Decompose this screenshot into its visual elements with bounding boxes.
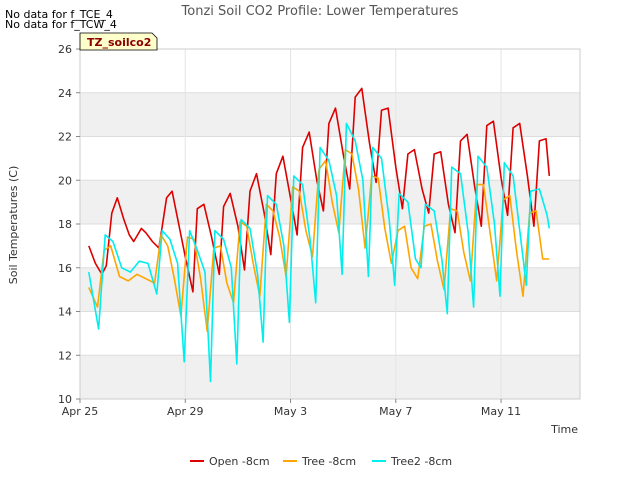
x-tick-label: May 7	[379, 405, 412, 418]
x-tick-label: May 11	[481, 405, 521, 418]
y-axis-label: Soil Temperatures (C)	[7, 166, 20, 285]
x-tick-label: Apr 25	[62, 405, 99, 418]
chart-title: Tonzi Soil CO2 Profile: Lower Temperatur…	[181, 4, 459, 19]
y-tick-label: 22	[58, 131, 72, 144]
series-line-2	[88, 122, 551, 383]
background-band	[80, 355, 580, 399]
y-tick-label: 20	[58, 174, 72, 187]
legend-label: Tree2 -8cm	[390, 455, 452, 468]
legend-label: Tree -8cm	[301, 455, 356, 468]
station-badge: TZ_soilco2	[79, 32, 158, 51]
legend: Open -8cm Tree -8cm Tree2 -8cm	[190, 455, 452, 468]
series-line-1	[88, 148, 550, 332]
x-tick-label: Apr 29	[167, 405, 204, 418]
background-band	[80, 92, 580, 137]
y-tick-label: 18	[58, 218, 72, 231]
badge-label: TZ_soilco2	[87, 36, 151, 49]
x-axis: Apr 25 Apr 29 May 3 May 7 May 11	[62, 399, 521, 418]
no-data-note-tcw: No data for f_TCW_4	[5, 18, 117, 31]
x-tick-label: May 3	[274, 405, 307, 418]
no-data-note-tce: No data for f_TCE_4	[5, 8, 113, 21]
y-axis: 10 12 14 16 18 20 22 24 26	[58, 43, 80, 406]
y-tick-label: 26	[58, 43, 72, 56]
y-tick-label: 24	[58, 87, 72, 100]
y-tick-label: 10	[58, 393, 72, 406]
series-layer	[88, 87, 551, 383]
badge-box	[79, 32, 158, 51]
y-tick-label: 16	[58, 262, 72, 275]
background-bands	[80, 92, 580, 399]
x-axis-label: Time	[550, 423, 578, 436]
y-tick-label: 14	[58, 306, 72, 319]
y-tick-label: 12	[58, 349, 72, 362]
legend-label: Open -8cm	[209, 455, 270, 468]
